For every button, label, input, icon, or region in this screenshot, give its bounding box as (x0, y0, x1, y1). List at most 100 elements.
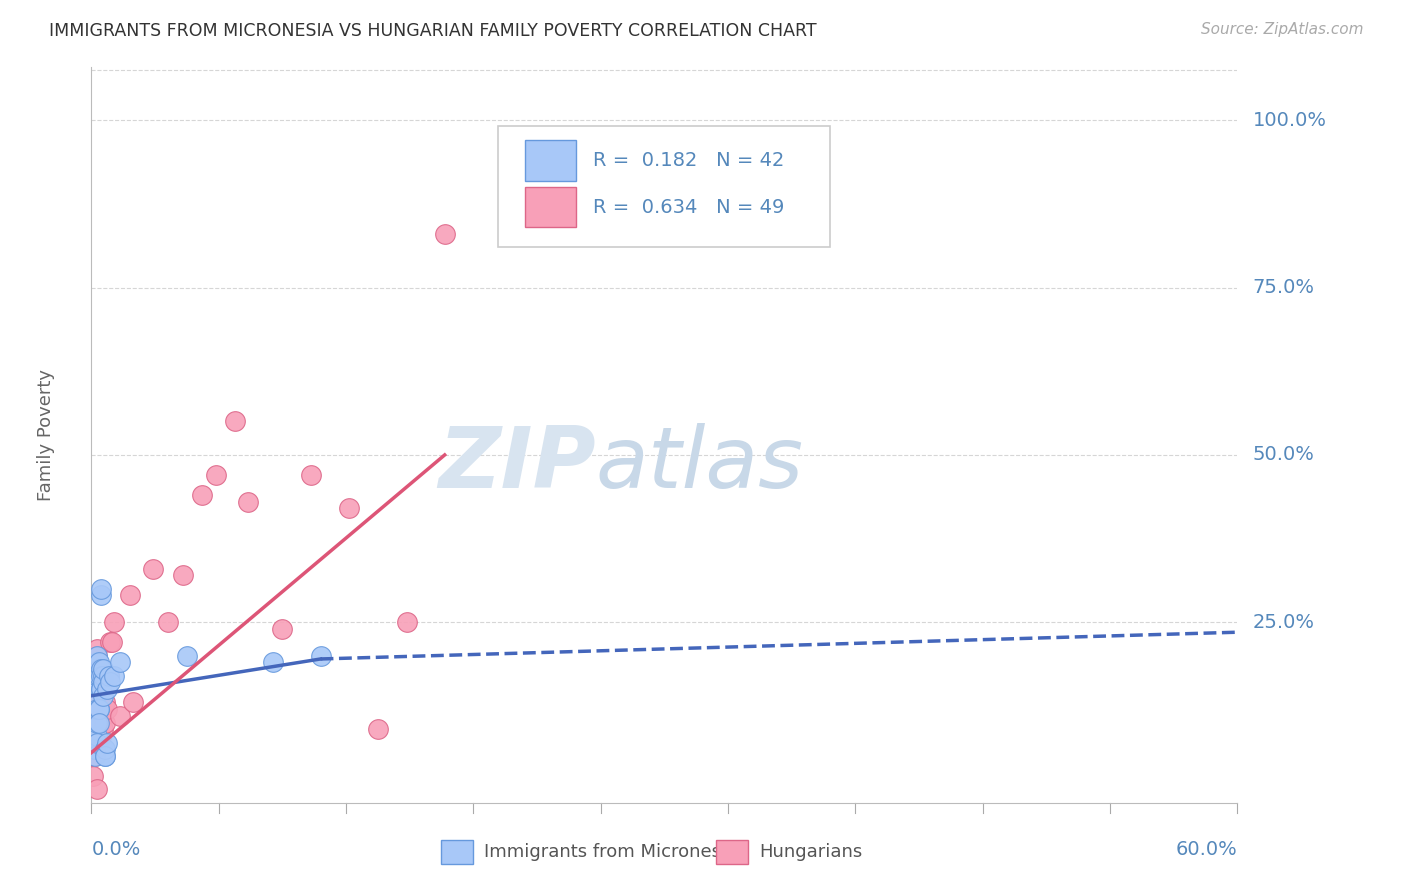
Point (86, 648, 108, 663)
Point (87, 715, 110, 730)
Point (97, 669, 120, 683)
Point (96, 681, 118, 696)
Text: 0.0%: 0.0% (91, 839, 141, 859)
Point (90, 702, 112, 716)
Point (94, 749, 117, 764)
Text: Source: ZipAtlas.com: Source: ZipAtlas.com (1201, 22, 1364, 37)
FancyBboxPatch shape (498, 126, 831, 247)
Point (87, 702, 110, 716)
Point (94, 696, 117, 710)
Point (271, 622, 294, 636)
Point (172, 568, 194, 582)
Point (87, 702, 110, 716)
Point (108, 655, 131, 669)
Point (367, 723, 389, 737)
Point (224, 414, 246, 428)
Point (86, 689, 108, 703)
Point (82, 749, 104, 764)
Text: 50.0%: 50.0% (1253, 445, 1315, 465)
Text: Family Poverty: Family Poverty (37, 369, 55, 500)
Point (97, 669, 120, 683)
Bar (524, 140, 576, 181)
Point (82, 679, 104, 693)
Point (90, 681, 112, 696)
Point (94, 742, 117, 756)
Bar (524, 186, 576, 227)
Point (90, 729, 112, 743)
Text: R =  0.634   N = 49: R = 0.634 N = 49 (593, 198, 785, 217)
Point (299, 467, 322, 482)
Point (87, 669, 110, 683)
Point (96, 702, 118, 716)
Point (91, 723, 114, 737)
Text: Hungarians: Hungarians (759, 843, 863, 861)
Point (86, 642, 108, 657)
Point (395, 615, 418, 630)
Text: IMMIGRANTS FROM MICRONESIA VS HUNGARIAN FAMILY POVERTY CORRELATION CHART: IMMIGRANTS FROM MICRONESIA VS HUNGARIAN … (49, 22, 817, 40)
Point (86, 669, 108, 683)
Point (90, 681, 112, 696)
Text: R =  0.182   N = 42: R = 0.182 N = 42 (593, 152, 785, 170)
Point (86, 715, 108, 730)
Point (262, 655, 284, 669)
Point (86, 702, 108, 716)
Point (100, 635, 122, 649)
Point (86, 729, 108, 743)
Text: ZIP: ZIP (437, 423, 596, 506)
Point (86, 648, 108, 663)
Point (337, 501, 360, 516)
Point (82, 742, 104, 756)
Point (433, 227, 456, 241)
Point (90, 708, 112, 723)
Point (87, 702, 110, 716)
Point (96, 735, 118, 749)
Bar (441, 840, 472, 863)
Point (84, 729, 107, 743)
Point (84, 742, 107, 756)
Point (86, 782, 108, 797)
Point (87, 662, 110, 676)
Text: Immigrants from Micronesia: Immigrants from Micronesia (485, 843, 738, 861)
Bar (716, 840, 748, 863)
Point (91, 662, 114, 676)
Point (91, 669, 114, 683)
Point (236, 494, 259, 508)
Point (86, 655, 108, 669)
Point (94, 749, 117, 764)
Point (90, 669, 112, 683)
Point (84, 749, 107, 764)
Point (84, 715, 107, 730)
Point (82, 769, 104, 783)
Text: 100.0%: 100.0% (1253, 111, 1326, 130)
Point (176, 648, 198, 663)
Point (84, 702, 107, 716)
Text: 75.0%: 75.0% (1253, 278, 1315, 297)
Point (204, 467, 226, 482)
Point (91, 708, 114, 723)
Text: atlas: atlas (596, 423, 804, 506)
Point (309, 648, 332, 663)
Point (103, 669, 125, 683)
Point (103, 615, 125, 630)
Point (108, 708, 131, 723)
Point (86, 669, 108, 683)
Point (87, 669, 110, 683)
Text: 60.0%: 60.0% (1175, 839, 1237, 859)
Point (90, 589, 112, 603)
Point (90, 582, 112, 596)
Text: 25.0%: 25.0% (1253, 613, 1315, 632)
Point (84, 729, 107, 743)
Point (87, 662, 110, 676)
Point (86, 662, 108, 676)
Point (90, 729, 112, 743)
Point (84, 742, 107, 756)
Point (90, 662, 112, 676)
Point (82, 729, 104, 743)
Point (91, 689, 114, 703)
Point (82, 735, 104, 749)
Point (84, 681, 107, 696)
Point (100, 675, 122, 690)
Point (122, 696, 145, 710)
Point (191, 488, 214, 502)
Point (87, 715, 110, 730)
